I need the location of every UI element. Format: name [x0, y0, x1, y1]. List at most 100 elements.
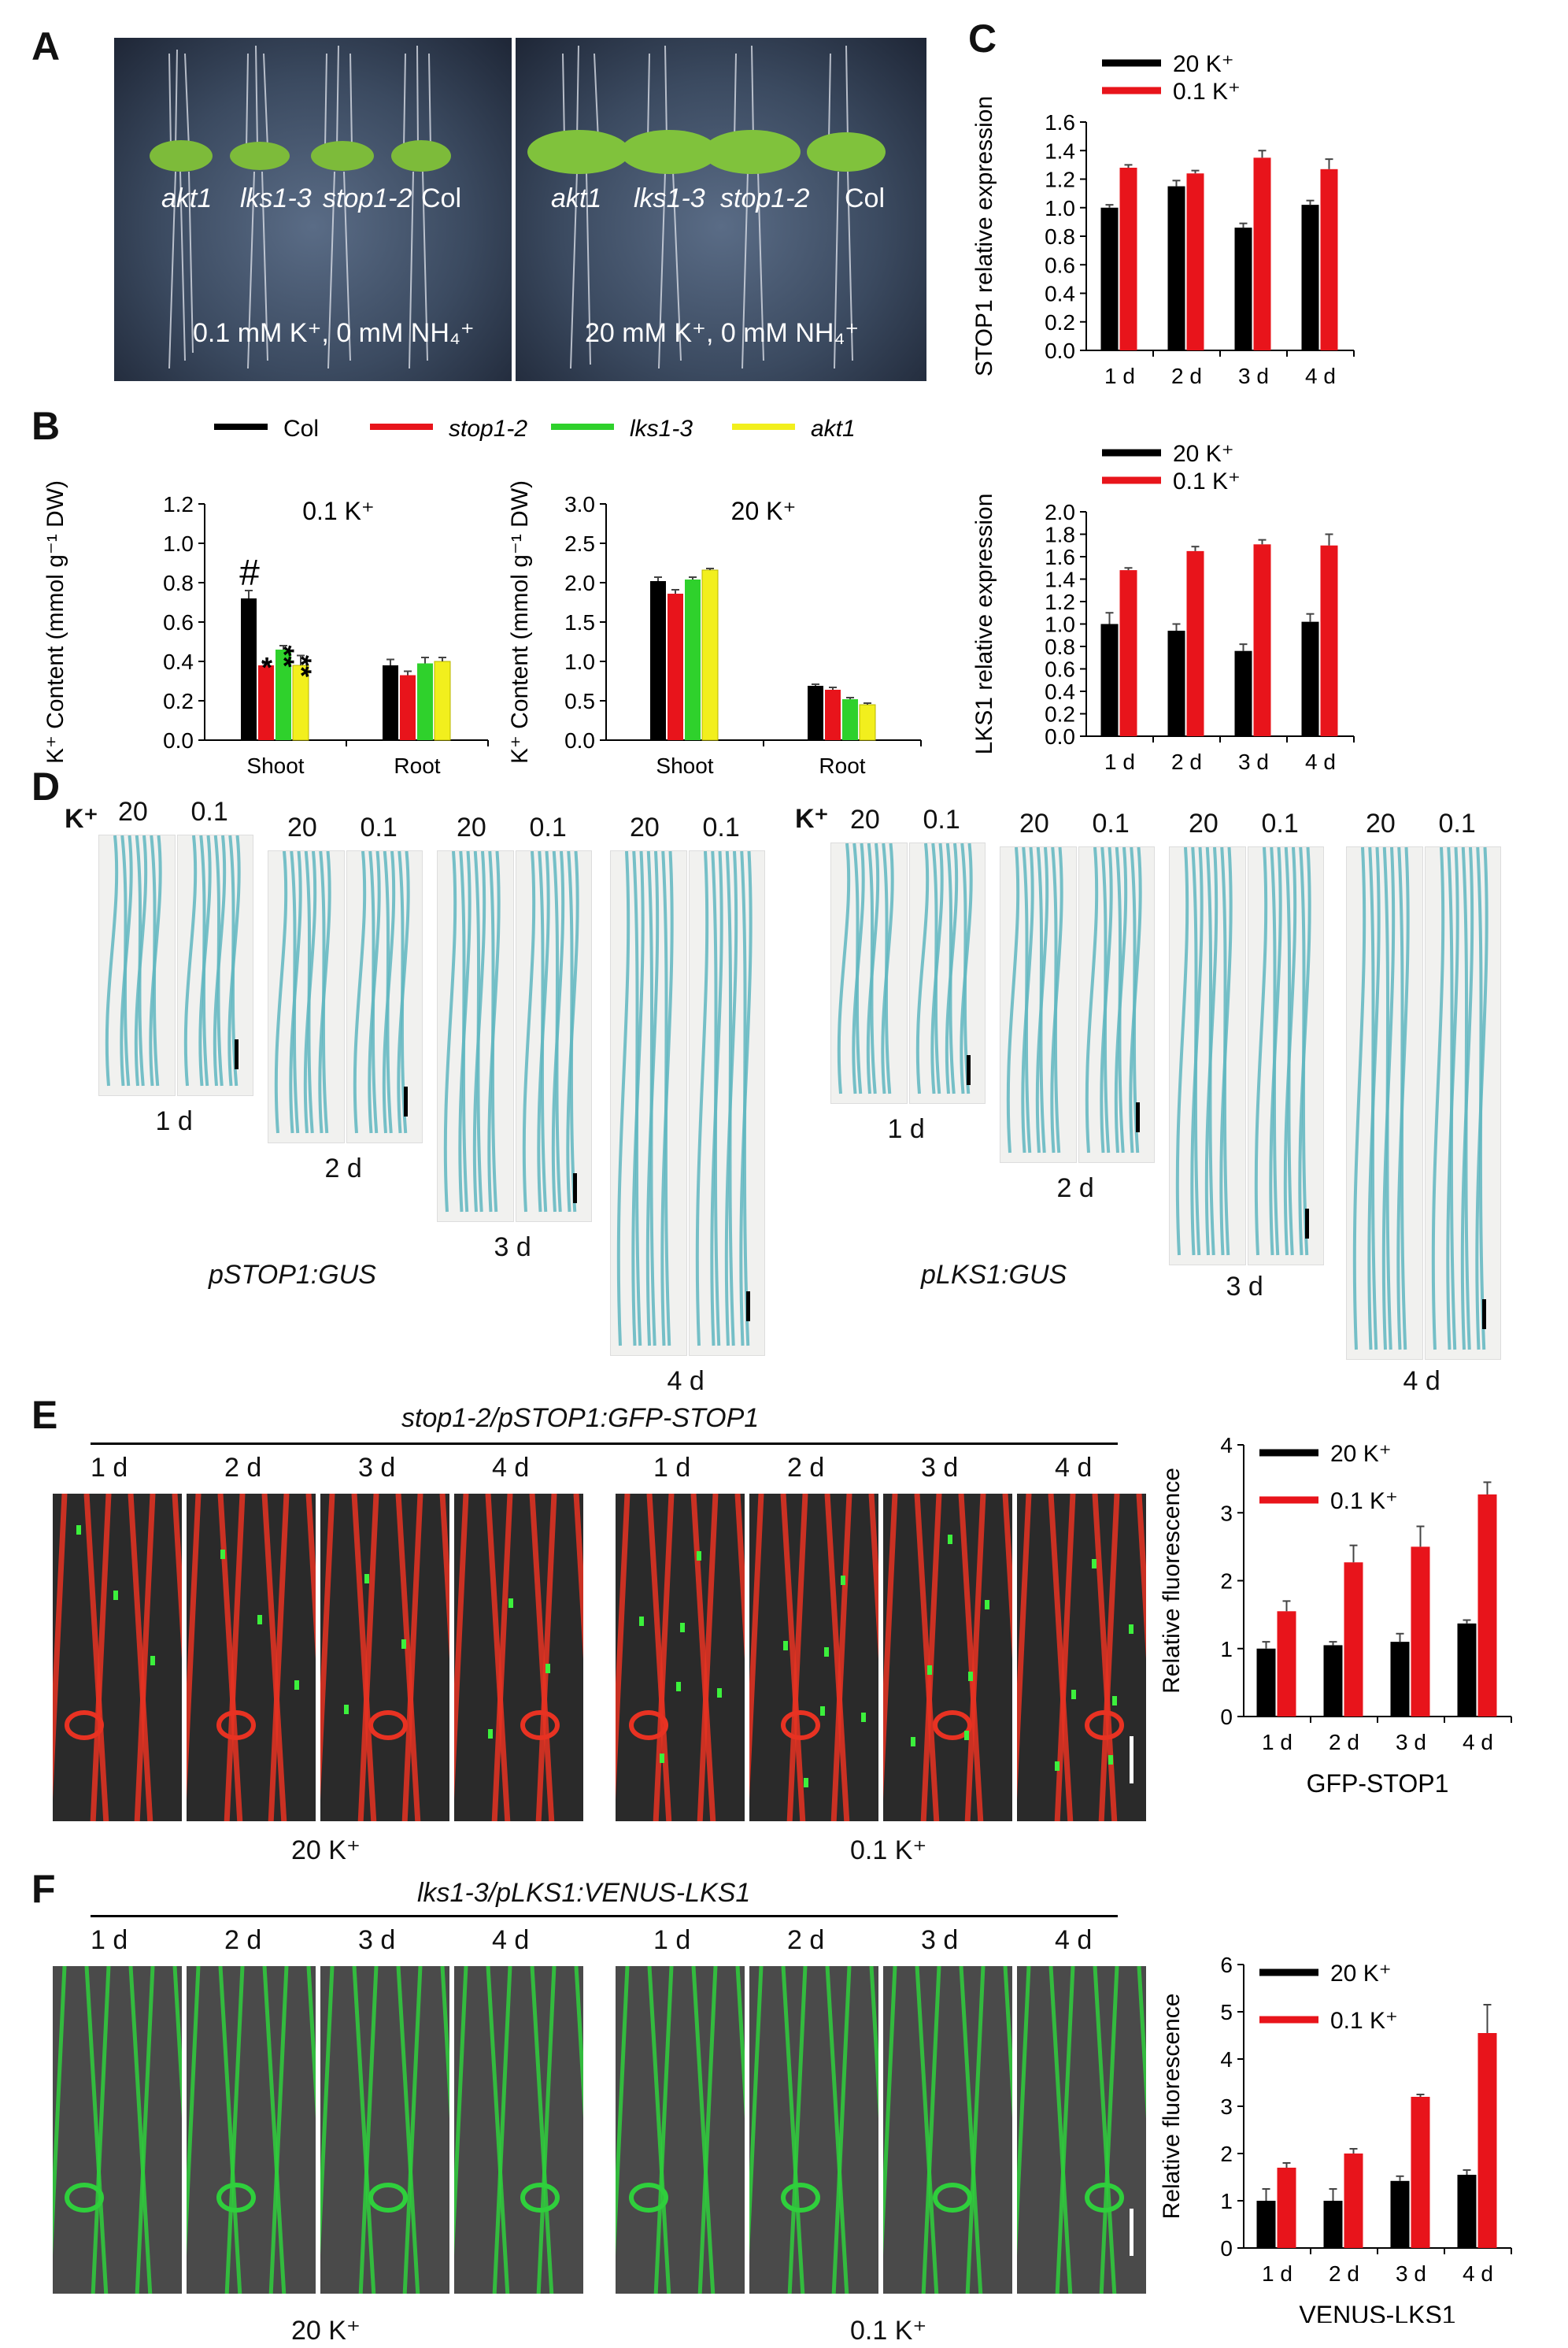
bar [1256, 2201, 1276, 2248]
bar [241, 598, 257, 740]
bar [650, 581, 666, 740]
y-tick-label: 1.4 [1045, 139, 1075, 163]
bar [1411, 1546, 1430, 1717]
day-label: 4 d [492, 1453, 530, 1483]
day-label: 4 d [1055, 1453, 1093, 1483]
chart-f-fluorescence: 0 1 2 3 4 5 6 1 d 2 d 3 d 4 d Relative fluorescence… [1159, 1953, 1512, 2323]
y-tick-label: 3 [1220, 1501, 1233, 1525]
confocal-image [51, 1965, 183, 2295]
y-tick-label: 0.5 [564, 689, 595, 713]
bar [1323, 2201, 1343, 2248]
genotype-label: Col [421, 183, 462, 213]
y-tick-label: 0.4 [1045, 282, 1075, 306]
x-tick-label: 3 d [1238, 364, 1269, 388]
scale-bar [746, 1291, 750, 1321]
gus-root-image [1169, 846, 1246, 1265]
y-tick-label: 1.5 [564, 610, 595, 635]
construct-label-left: pSTOP1:GUS [209, 1260, 376, 1290]
x-axis-label: VENUS-LKS1 [1299, 2301, 1455, 2323]
bar [1253, 544, 1271, 736]
day-label: 4 d [492, 1925, 530, 1955]
day-label: 1 d [91, 1925, 128, 1955]
bar [1457, 2175, 1477, 2248]
confocal-image [453, 1492, 585, 1823]
panel-label-e: E [31, 1393, 58, 1437]
day-label: 3 d [358, 1453, 396, 1483]
chart-c-stop1: 0.0 0.2 0.4 0.6 0.8 1.0 1.2 1.4 1.6 1 d 2 d 3 d 4 d S… [971, 51, 1355, 388]
scale-bar [1130, 1736, 1133, 1783]
y-tick-label: 0.0 [1045, 724, 1075, 749]
scale-bar [1130, 2209, 1133, 2256]
x-tick-label: Root [819, 754, 865, 778]
k-concentration-label: 0.1 [1438, 809, 1476, 839]
y-tick-label: 2 [1220, 2142, 1233, 2166]
gus-root-image [830, 843, 908, 1104]
panel-label-a: A [31, 24, 61, 69]
y-tick-label: 0.8 [1045, 224, 1075, 249]
x-tick-label: 2 d [1329, 1730, 1359, 1754]
bar [859, 704, 876, 741]
group-label-low-k: 0.1 K⁺ [850, 2316, 927, 2346]
y-tick-label: 0.4 [1045, 680, 1075, 704]
x-tick-label: 1 d [1262, 1730, 1292, 1754]
y-tick-label: 3.0 [564, 492, 595, 517]
gus-root-image [346, 850, 423, 1143]
day-label: 3 d [921, 1453, 959, 1483]
x-tick-label: Shoot [656, 754, 713, 778]
k-concentration-label: 0.1 [360, 813, 398, 843]
x-tick-label: 2 d [1171, 364, 1202, 388]
seedlings-low-k [150, 45, 451, 369]
panel-label-c: C [968, 17, 997, 61]
bar [1100, 624, 1119, 736]
x-axis-label: GFP-STOP1 [1307, 1769, 1449, 1798]
bar [383, 665, 398, 740]
legend-label-col: Col [283, 416, 319, 442]
bar [434, 661, 451, 741]
day-label: 2 d [1056, 1173, 1094, 1203]
x-tick-label: 3 d [1396, 1730, 1426, 1754]
legend-label: 20 K⁺ [1173, 441, 1234, 467]
confocal-image [614, 1492, 746, 1823]
confocal-image [614, 1965, 746, 2295]
k-concentration-label: 0.1 [923, 805, 960, 835]
y-tick-label: 1 [1220, 2189, 1233, 2213]
y-tick-label: 0.4 [163, 650, 194, 674]
day-label: 2 d [787, 1925, 825, 1955]
bar [1234, 650, 1252, 736]
x-tick-label: 4 d [1305, 750, 1336, 774]
k-concentration-label: 20 [850, 805, 880, 835]
confocal-image [319, 1492, 451, 1823]
scale-bar [573, 1173, 577, 1203]
genotype-label: lks1-3 [634, 183, 705, 213]
bar [1186, 173, 1204, 350]
bar [1277, 2168, 1296, 2248]
bar [1277, 1611, 1296, 1717]
scale-bar [1482, 1299, 1486, 1329]
chart-c-lks1: 0.00.20.40.60.81.01.21.41.61.82.0 1 d 2 d 3… [971, 441, 1355, 774]
legend-label-lks1-3: lks1-3 [630, 416, 693, 442]
day-label: 1 d [91, 1453, 128, 1483]
legend-b: Col stop1-2 lks1-3 akt1 [214, 416, 856, 442]
y-tick-label: 2.0 [1045, 500, 1075, 524]
bar [1234, 228, 1252, 350]
y-tick-label: 3 [1220, 2094, 1233, 2119]
k-concentration-label: 0.1 [190, 797, 228, 827]
scale-bar [1305, 1209, 1309, 1239]
y-tick-label: 1 [1220, 1637, 1233, 1661]
chart-b-high-k: 0.0 0.5 1.0 1.5 2.0 2.5 3.0 Shoot Root K⁺ Content… [507, 480, 922, 778]
bar [1167, 631, 1185, 736]
bar [1320, 545, 1338, 736]
y-tick-label: 1.4 [1045, 568, 1075, 592]
k-concentration-label: 20 [630, 813, 660, 843]
legend-label: 0.1 K⁺ [1330, 2008, 1398, 2034]
bar [1477, 2033, 1497, 2248]
bar [685, 580, 701, 740]
significance-stars: ** [286, 655, 318, 677]
genotype-label: stop1-2 [720, 183, 810, 213]
gus-root-image [515, 850, 592, 1222]
confocal-image [748, 1965, 880, 2295]
legend-label: 20 K⁺ [1173, 51, 1234, 77]
y-tick-label: 0.6 [1045, 657, 1075, 682]
y-axis-label: Relative fluorescence [1159, 1994, 1185, 2220]
y-tick-label: 5 [1220, 2000, 1233, 2024]
